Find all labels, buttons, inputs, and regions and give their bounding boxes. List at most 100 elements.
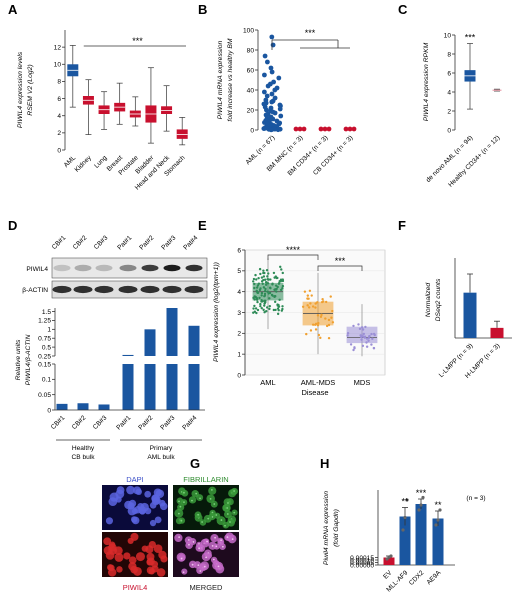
panel-label-g: G xyxy=(190,456,200,471)
c-y-tick-label: 6 xyxy=(447,70,451,77)
e-category-label: AML-MDS xyxy=(301,378,336,387)
g-nucleus xyxy=(153,544,163,553)
b-point xyxy=(293,126,299,132)
e-point xyxy=(263,304,266,307)
d-band-piwil4 xyxy=(53,264,71,272)
e-point xyxy=(253,286,256,290)
g-nucleus xyxy=(123,552,131,560)
b-point xyxy=(265,83,271,89)
e-point xyxy=(364,325,367,329)
g-speckle xyxy=(231,538,234,541)
e-point xyxy=(327,336,331,340)
e-point xyxy=(277,309,280,312)
g-speckle xyxy=(197,564,200,567)
e-point xyxy=(260,291,264,295)
e-point xyxy=(251,280,255,283)
h-significance: ** xyxy=(401,497,409,507)
b-point xyxy=(261,89,267,95)
e-point xyxy=(307,297,310,300)
d-bar xyxy=(122,364,134,410)
g-nucleus xyxy=(146,557,155,566)
e-point xyxy=(260,276,264,279)
e-point xyxy=(365,345,369,348)
d-bar xyxy=(77,403,89,410)
e-point xyxy=(257,282,261,285)
e-point xyxy=(278,280,281,283)
b-point xyxy=(269,99,275,105)
d-category-label: Pat#4 xyxy=(181,414,198,431)
d-category-label: Pat#2 xyxy=(137,414,154,431)
g-speckle xyxy=(209,497,212,500)
panel-label-h: H xyxy=(320,456,329,471)
e-point xyxy=(262,275,266,278)
g-nucleus xyxy=(126,485,135,495)
e-y-tick-label: 0 xyxy=(237,372,241,379)
e-point xyxy=(272,308,276,312)
g-nucleus xyxy=(128,556,137,565)
e-point xyxy=(253,304,256,308)
e-point xyxy=(317,333,321,337)
e-point xyxy=(324,300,328,304)
e-point xyxy=(262,286,266,289)
e-point xyxy=(353,347,356,350)
e-point xyxy=(252,307,255,310)
e-point xyxy=(260,280,264,283)
e-point xyxy=(306,304,309,307)
e-point xyxy=(349,343,353,346)
e-point xyxy=(253,282,256,286)
d-blot-label-actin: β-ACTIN xyxy=(22,287,48,294)
e-point xyxy=(301,305,305,308)
g-speckle xyxy=(180,519,183,522)
c-y-tick-label: 10 xyxy=(444,32,452,39)
g-nucleus xyxy=(149,502,157,509)
d-bar xyxy=(166,364,178,410)
e-point xyxy=(352,348,355,352)
e-category-label: MDS xyxy=(354,378,371,387)
e-point xyxy=(372,347,376,350)
e-point xyxy=(266,282,270,285)
d-bar xyxy=(166,308,178,356)
h-point xyxy=(436,518,440,522)
e-point xyxy=(367,339,370,342)
g-nucleus xyxy=(223,498,232,507)
e-point xyxy=(255,278,258,281)
g-nucleus xyxy=(188,496,197,504)
e-point xyxy=(271,282,274,285)
a-y-tick-label: 2 xyxy=(57,130,61,137)
e-point xyxy=(281,271,284,275)
h-point xyxy=(403,515,407,520)
e-point xyxy=(361,334,364,338)
b-point xyxy=(270,116,276,122)
h-bar xyxy=(399,516,411,565)
d-group-label: Healthy xyxy=(72,445,95,452)
d-y-tick-label: 1.5 xyxy=(42,309,51,316)
h-point xyxy=(417,508,421,512)
c-significance: *** xyxy=(465,33,476,43)
h-point xyxy=(421,495,425,500)
b-point xyxy=(326,126,332,132)
g-nucleus xyxy=(208,486,217,495)
e-point xyxy=(274,294,277,298)
g-nucleus xyxy=(146,566,155,575)
panel-label-f: F xyxy=(398,218,406,233)
panel-e-chart: 0 1 2 3 4 5 6 PIWIL4 expression (log2(tpm+1)) AM… xyxy=(213,245,386,397)
e-sig-bracket xyxy=(267,254,319,260)
e-point xyxy=(373,333,376,337)
g-speckle xyxy=(203,565,206,568)
panel-label-e: E xyxy=(198,218,207,233)
e-point xyxy=(370,332,373,336)
g-speckle xyxy=(178,536,181,539)
e-point xyxy=(278,298,281,302)
panel-label-c: C xyxy=(398,2,408,17)
b-point xyxy=(261,126,267,131)
b-point xyxy=(269,91,275,97)
e-point xyxy=(257,276,260,280)
d-band-piwil4 xyxy=(185,264,203,272)
e-point xyxy=(276,304,279,307)
e-category-label: AML xyxy=(260,378,275,387)
g-nucleus xyxy=(156,568,166,577)
g-speckle xyxy=(201,521,204,523)
d-blot-lane-label: Pat#4 xyxy=(182,234,199,251)
g-speckle xyxy=(187,539,190,541)
e-point xyxy=(363,335,367,338)
